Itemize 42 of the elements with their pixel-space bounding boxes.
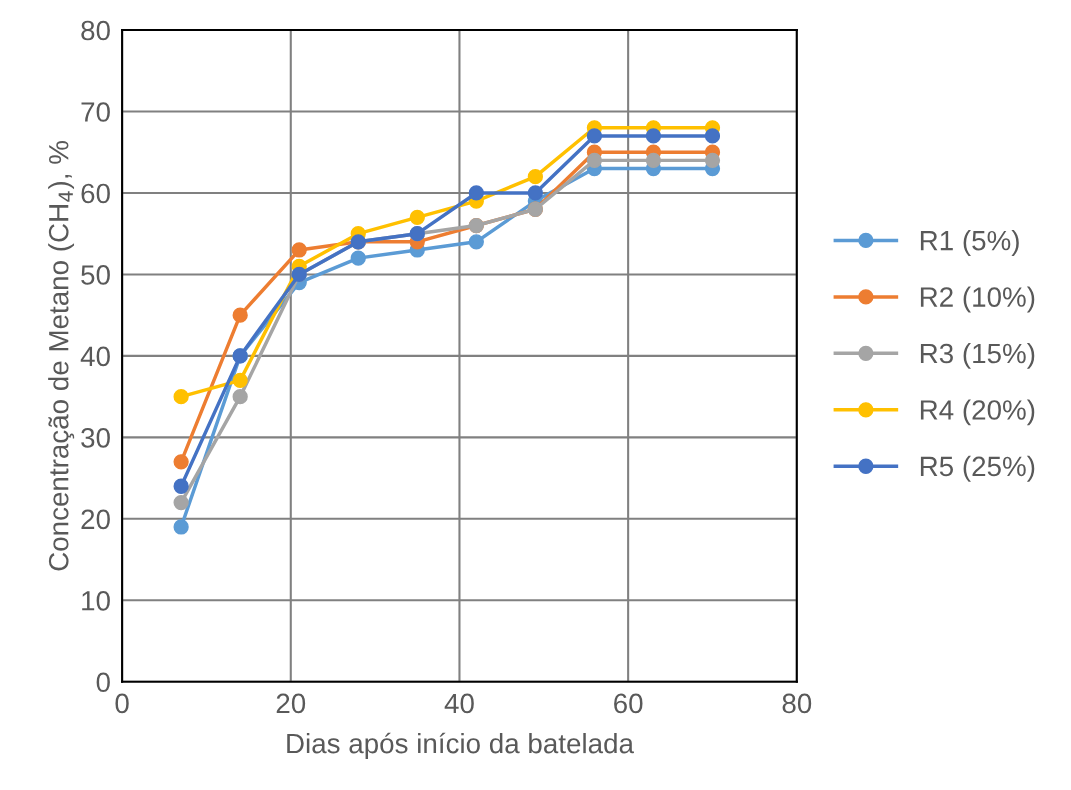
x-tick-label: 0 — [115, 693, 129, 714]
x-tick-label: 80 — [782, 693, 812, 714]
y-tick-label: 70 — [81, 102, 110, 122]
y-tick-label: 50 — [81, 265, 110, 285]
point — [291, 242, 307, 258]
legend-label: R3 (15%) — [920, 342, 1035, 369]
legend-label: R1 (5%) — [920, 230, 1019, 256]
y-tick-label: 10 — [82, 590, 110, 611]
y-tick-label: 30 — [81, 428, 110, 448]
point — [173, 454, 189, 470]
x-tick-label: 60 — [614, 693, 643, 714]
point — [232, 372, 248, 388]
point — [704, 152, 721, 169]
y-tick-label: 40 — [80, 346, 110, 367]
x-tick-label: 20 — [276, 693, 306, 714]
y-axis-title: Concentração de Metano (CH$_{4}$), % — [48, 141, 75, 571]
point — [586, 128, 603, 144]
x-tick-label: 40 — [444, 693, 474, 714]
point — [173, 478, 189, 494]
point — [173, 519, 189, 535]
point — [704, 128, 721, 144]
point — [527, 169, 544, 185]
x-axis-title: Dias após início da batelada — [287, 732, 634, 759]
point — [645, 152, 662, 169]
point — [527, 185, 544, 201]
y-tick-label: 80 — [81, 20, 110, 41]
legend-label: R4 (20%) — [920, 399, 1035, 426]
y-tick-label: 0 — [96, 672, 110, 693]
point — [468, 234, 484, 250]
point — [409, 209, 425, 226]
y-tick-label: 60 — [81, 183, 110, 204]
point — [645, 128, 662, 144]
point — [586, 152, 603, 169]
point — [468, 185, 484, 201]
legend-label: R2 (10%) — [920, 286, 1035, 313]
point — [173, 388, 189, 405]
y-tick-label: 20 — [81, 509, 110, 530]
point — [232, 307, 248, 323]
point — [350, 250, 366, 266]
point — [173, 494, 189, 511]
legend-label: R5 (25%) — [920, 455, 1035, 482]
point — [232, 388, 248, 405]
